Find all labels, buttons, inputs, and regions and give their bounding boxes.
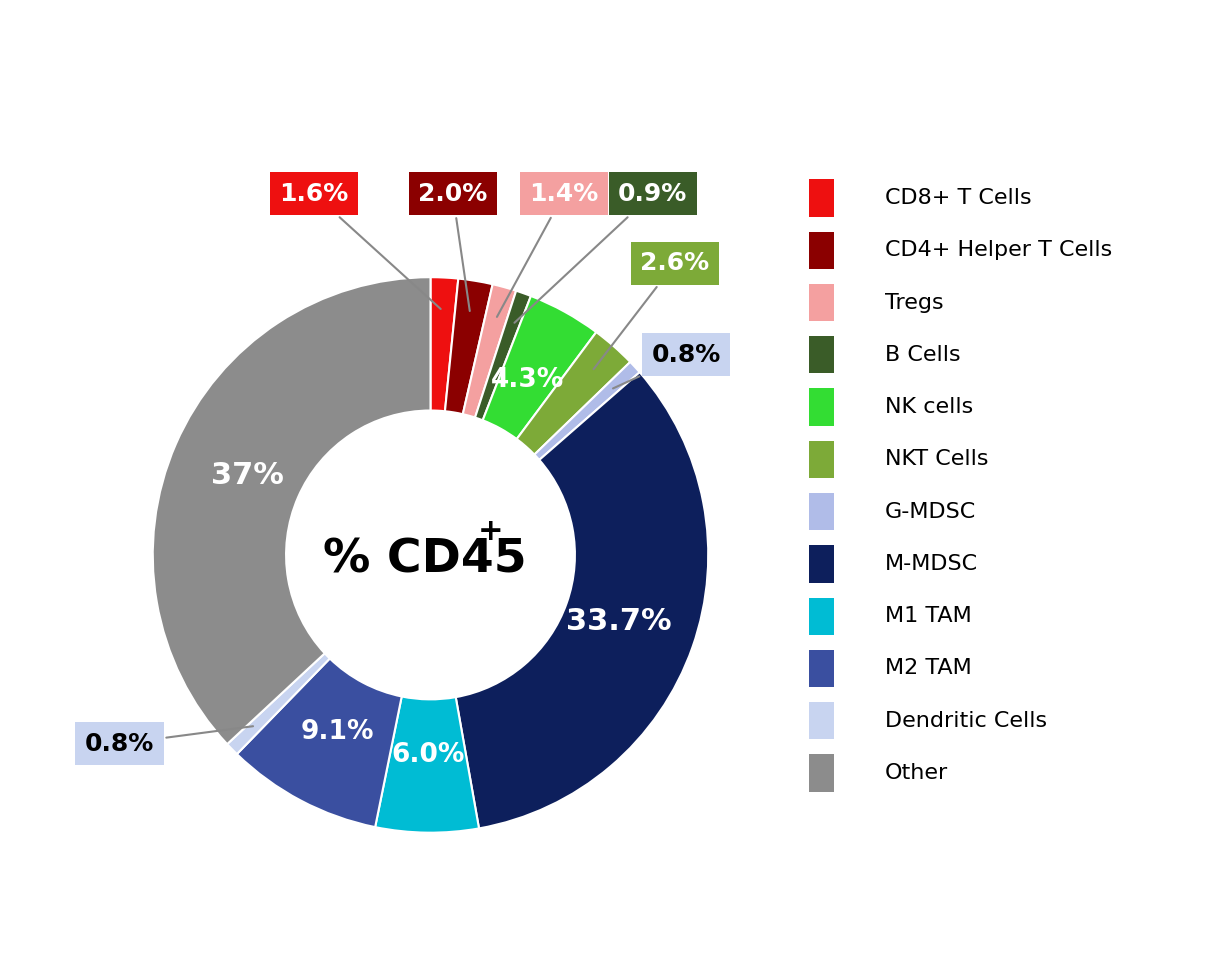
Text: Dendritic Cells: Dendritic Cells — [884, 711, 1047, 731]
FancyBboxPatch shape — [809, 650, 834, 687]
Wedge shape — [456, 372, 708, 828]
Text: B Cells: B Cells — [884, 345, 961, 365]
Wedge shape — [462, 285, 517, 418]
Text: M2 TAM: M2 TAM — [884, 658, 972, 679]
Text: 9.1%: 9.1% — [300, 719, 374, 745]
Text: M1 TAM: M1 TAM — [884, 606, 972, 626]
Text: Other: Other — [884, 763, 948, 783]
Text: M-MDSC: M-MDSC — [884, 553, 978, 574]
FancyBboxPatch shape — [809, 336, 834, 374]
Text: 1.4%: 1.4% — [497, 182, 599, 317]
Text: 2.6%: 2.6% — [594, 251, 710, 369]
Text: +: + — [477, 517, 503, 546]
Wedge shape — [237, 658, 402, 827]
Text: 33.7%: 33.7% — [566, 607, 672, 636]
FancyBboxPatch shape — [809, 493, 834, 530]
Text: CD4+ Helper T Cells: CD4+ Helper T Cells — [884, 240, 1112, 260]
Wedge shape — [445, 279, 493, 415]
FancyBboxPatch shape — [809, 546, 834, 583]
Text: NK cells: NK cells — [884, 397, 973, 418]
Text: 2.0%: 2.0% — [418, 182, 487, 311]
Text: NKT Cells: NKT Cells — [884, 450, 988, 469]
FancyBboxPatch shape — [809, 597, 834, 635]
Text: 4.3%: 4.3% — [491, 367, 563, 393]
Text: G-MDSC: G-MDSC — [884, 502, 975, 521]
Text: 0.8%: 0.8% — [85, 726, 253, 755]
Wedge shape — [534, 362, 640, 460]
Wedge shape — [375, 696, 478, 833]
Wedge shape — [430, 277, 459, 412]
Text: 1.6%: 1.6% — [279, 182, 440, 309]
Text: 37%: 37% — [210, 460, 284, 489]
Text: % CD45: % CD45 — [323, 538, 526, 583]
FancyBboxPatch shape — [809, 231, 834, 269]
Wedge shape — [517, 332, 630, 454]
Text: Tregs: Tregs — [884, 292, 943, 313]
FancyBboxPatch shape — [809, 284, 834, 321]
FancyBboxPatch shape — [809, 388, 834, 425]
Text: 6.0%: 6.0% — [391, 742, 465, 768]
FancyBboxPatch shape — [809, 754, 834, 791]
Wedge shape — [475, 290, 531, 420]
Text: 0.9%: 0.9% — [514, 182, 688, 322]
Wedge shape — [228, 653, 330, 754]
FancyBboxPatch shape — [809, 180, 834, 217]
Wedge shape — [482, 296, 597, 439]
FancyBboxPatch shape — [809, 441, 834, 478]
Text: 0.8%: 0.8% — [613, 343, 721, 388]
FancyBboxPatch shape — [809, 702, 834, 740]
Text: CD8+ T Cells: CD8+ T Cells — [884, 188, 1031, 208]
Wedge shape — [153, 277, 430, 744]
